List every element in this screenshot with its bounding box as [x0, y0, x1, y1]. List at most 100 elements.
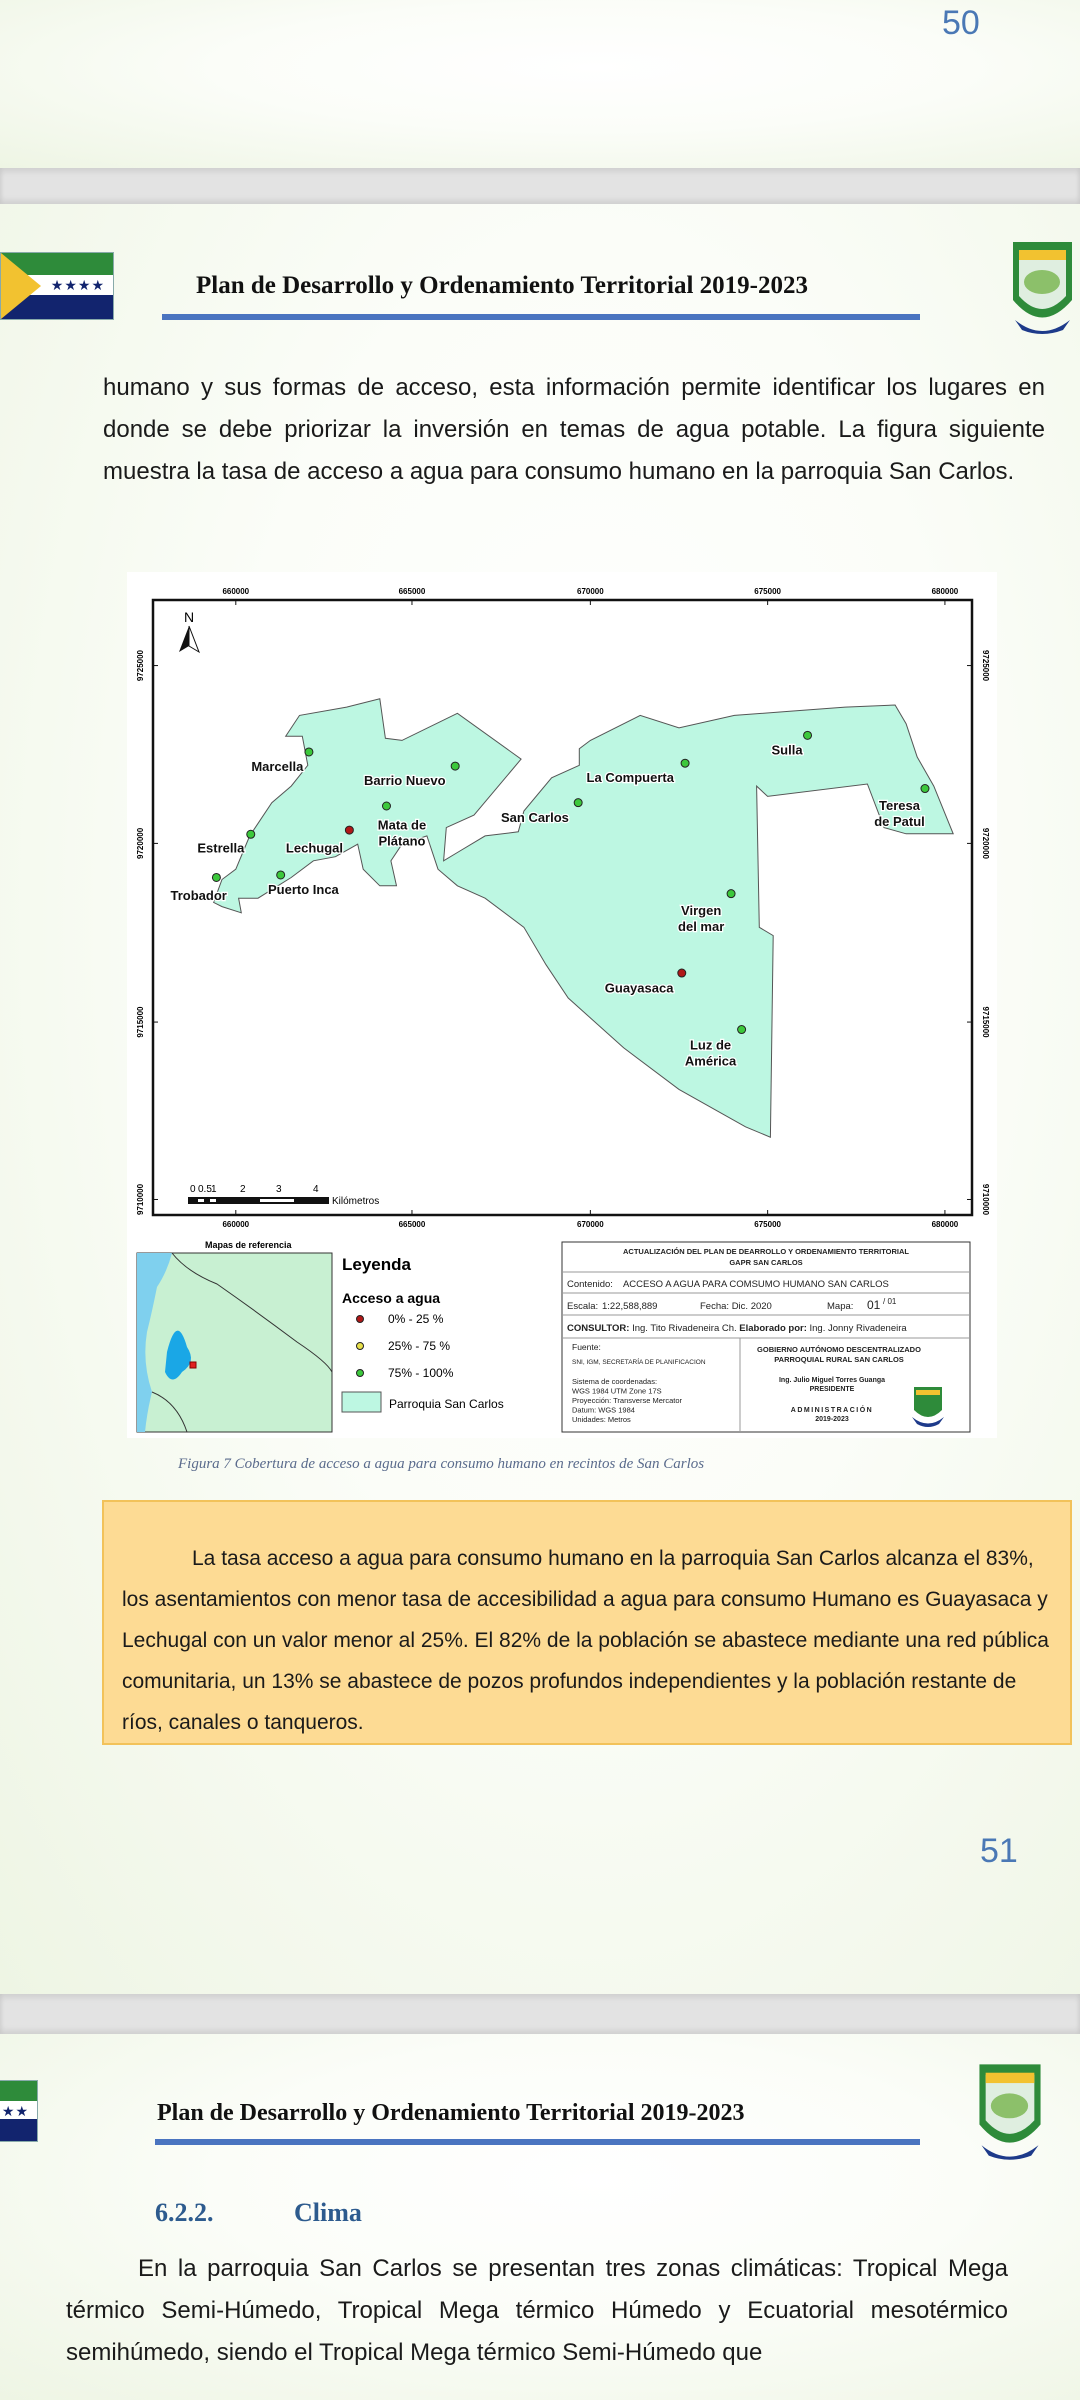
settlement-marker	[276, 870, 286, 880]
svg-text:Ing. Julio Miguel Torres Guang: Ing. Julio Miguel Torres Guanga	[779, 1377, 885, 1384]
svg-text:GOBIERNO AUTÓNOMO DESCENTRALIZ: GOBIERNO AUTÓNOMO DESCENTRALIZADO	[757, 1345, 921, 1354]
page-gap	[0, 1994, 1080, 2034]
settlement-label: Trobador	[171, 888, 227, 903]
svg-text:PARROQUIAL RURAL SAN CARLOS: PARROQUIAL RURAL SAN CARLOS	[774, 1355, 904, 1364]
header-divider	[162, 314, 920, 320]
svg-text:PRESIDENTE: PRESIDENTE	[810, 1386, 855, 1393]
figure-caption: Figura 7 Cobertura de acceso a agua para…	[178, 1456, 705, 1472]
scale-bar-label: 0.5	[198, 1184, 212, 1195]
page-gap	[0, 168, 1080, 204]
legend-marker	[356, 1315, 364, 1323]
settlement-estrella: Estrella	[196, 829, 256, 857]
north-label: N	[184, 609, 194, 625]
crs-line: Sistema de coordenadas:	[572, 1377, 657, 1386]
x-tick-label-bottom: 665000	[399, 1220, 426, 1229]
title-block-emblem-icon	[912, 1387, 944, 1427]
legend-area-label: Parroquia San Carlos	[389, 1397, 504, 1411]
settlement-virgen-del-mar: Virgen del mar	[677, 889, 736, 935]
x-tick-label-bottom: 670000	[577, 1220, 604, 1229]
y-tick-label-right: 9715000	[981, 1006, 990, 1038]
svg-text:ADMINISTRACIÓN: ADMINISTRACIÓN	[791, 1405, 873, 1414]
y-tick-label-right: 9720000	[981, 828, 990, 860]
page-52	[0, 2034, 1080, 2400]
settlement-luz-de-am-rica: Luz de América	[684, 1025, 747, 1070]
scale-bar-unit: Kilómetros	[332, 1196, 379, 1207]
reference-map-title: Mapas de referencia	[205, 1240, 293, 1250]
scale-bar-label: 0	[190, 1184, 196, 1195]
settlement-label: Estrella	[197, 841, 245, 856]
settlement-san-carlos: San Carlos	[500, 798, 583, 826]
settlement-label: Mata de Plátano	[378, 817, 426, 848]
svg-text:GAPR SAN CARLOS: GAPR SAN CARLOS	[729, 1258, 802, 1267]
section-number: 6.2.2.	[155, 2198, 214, 2227]
section-title: Clima	[294, 2198, 362, 2227]
settlement-marker	[246, 829, 256, 839]
svg-text:CONSULTOR: Ing. Tito Rivadenei: CONSULTOR: Ing. Tito Rivadeneira Ch. Ela…	[567, 1323, 907, 1334]
svg-text:1:22,588,889: 1:22,588,889	[602, 1301, 657, 1312]
scale-bar-label: 2	[240, 1184, 246, 1195]
legend-title: Leyenda	[342, 1255, 412, 1274]
flag-logo: ★★★★	[0, 2080, 38, 2142]
settlement-guayasaca: Guayasaca	[604, 968, 687, 997]
x-tick-label-top: 680000	[932, 587, 959, 596]
x-tick-label-bottom: 675000	[754, 1220, 781, 1229]
map-canvas: 660000 660000 665000 665000 670000 670000 6750…	[136, 587, 990, 1433]
y-tick-label-right: 9710000	[981, 1184, 990, 1216]
legend-item: 25% - 75 %	[356, 1339, 450, 1353]
water-access-map: 660000 660000 665000 665000 670000 670000 6750…	[127, 572, 997, 1438]
settlement-label: Lechugal	[286, 841, 343, 856]
settlement-marker	[677, 968, 687, 978]
highlight-box: La tasa acceso a agua para consumo human…	[102, 1500, 1072, 1745]
scale-bar: 0 0.5 1 2 3 4 Kilómetros	[188, 1184, 379, 1207]
svg-text:Contenido:ACCESO A AGUA PARA C: Contenido: ACCESO A AGUA PARA COMSUMO HUM…	[567, 1279, 889, 1290]
header-title: Plan de Desarrollo y Ordenamiento Territ…	[157, 2100, 745, 2126]
settlement-label: Luz de América	[685, 1038, 737, 1069]
settlement-teresa-de-patul: Teresa de Patul	[873, 784, 930, 830]
legend-label: 0% - 25 %	[388, 1312, 444, 1326]
legend-marker	[356, 1369, 364, 1377]
settlement-mata-de-pl-tano: Mata de Plátano	[377, 801, 427, 850]
crs-line: Proyección: Transverse Mercator	[572, 1396, 683, 1405]
legend-item: 0% - 25 %	[356, 1312, 444, 1326]
settlement-la-compuerta: La Compuerta	[585, 758, 690, 786]
settlement-label: Sulla	[771, 742, 803, 757]
page-50: 50	[0, 0, 1080, 168]
settlement-puerto-inca: Puerto Inca	[267, 870, 341, 898]
x-tick-label-top: 660000	[222, 587, 249, 596]
settlement-label: Virgen del mar	[678, 903, 724, 934]
intro-paragraph: humano y sus formas de acceso, esta info…	[103, 374, 1045, 485]
crs-line: Datum: WGS 1984	[572, 1406, 635, 1415]
x-tick-label-bottom: 660000	[222, 1220, 249, 1229]
y-tick-label-left: 9715000	[136, 1006, 145, 1038]
settlement-label: Barrio Nuevo	[364, 773, 446, 788]
svg-text:01: 01	[867, 1298, 881, 1312]
legend-area-swatch	[341, 1391, 382, 1413]
svg-text:Escala:: Escala:	[567, 1301, 598, 1312]
clima-paragraph: En la parroquia San Carlos se presentan …	[66, 2255, 1008, 2366]
settlement-lechugal: Lechugal	[285, 825, 354, 857]
parish-polygon	[212, 698, 954, 1138]
svg-text:/ 01: / 01	[883, 1297, 897, 1306]
settlement-label: Marcella	[251, 759, 304, 774]
y-tick-label-left: 9720000	[136, 827, 145, 859]
page-number: 51	[980, 1832, 1018, 1870]
scale-bar-label: 3	[276, 1184, 282, 1195]
x-tick-label-top: 670000	[577, 587, 604, 596]
settlement-marker	[211, 872, 221, 882]
settlement-marker	[450, 761, 460, 771]
settlement-sulla: Sulla	[770, 730, 813, 759]
page-number: 50	[942, 4, 980, 42]
x-tick-label-top: 665000	[399, 587, 426, 596]
legend-item: 75% - 100%	[356, 1366, 454, 1380]
settlement-label: La Compuerta	[587, 770, 675, 785]
scale-bar-label: 1	[211, 1184, 217, 1195]
reference-map	[136, 1252, 333, 1433]
legend-marker	[356, 1342, 364, 1350]
parish-emblem-icon	[979, 2064, 1041, 2160]
settlement-marker	[304, 747, 314, 757]
y-tick-label-left: 9710000	[136, 1183, 145, 1215]
settlement-marker	[920, 784, 930, 794]
highlight-text: La tasa acceso a agua para consumo human…	[122, 1547, 1049, 1734]
north-arrow-icon: N	[179, 609, 200, 654]
parish-emblem-icon	[1013, 242, 1072, 334]
